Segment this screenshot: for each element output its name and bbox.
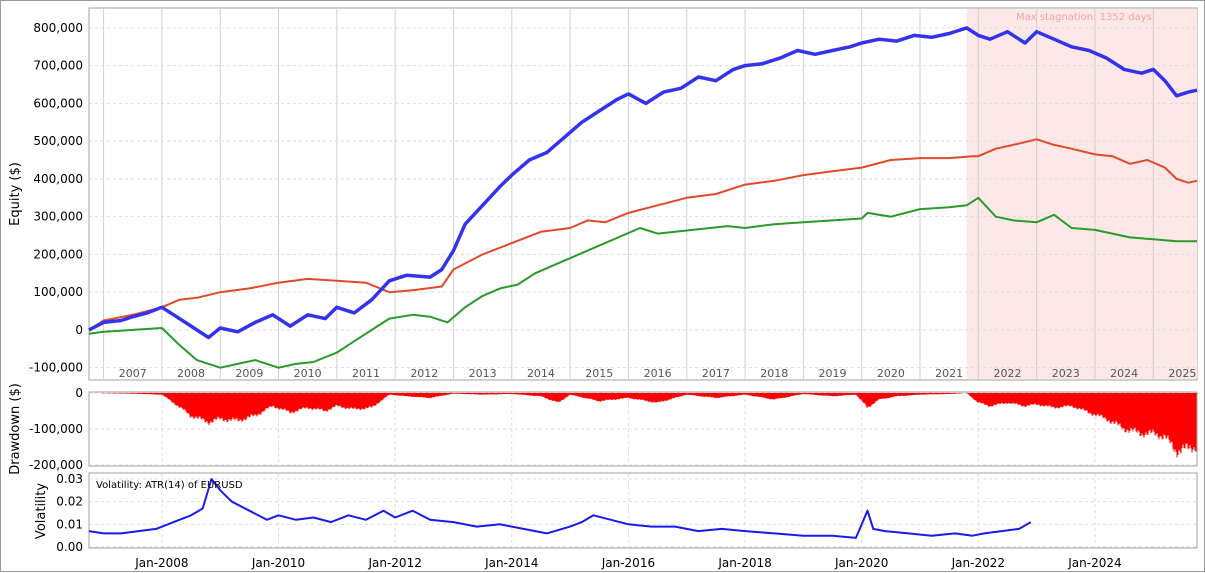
volatility-x-tick-label: Jan-2016 xyxy=(601,556,655,570)
equity-y-tick-label: 500,000 xyxy=(33,134,83,148)
equity-series-line-2 xyxy=(88,138,1198,331)
equity-y-tick-label: 400,000 xyxy=(33,172,83,186)
equity-series-line-3 xyxy=(88,196,1197,369)
equity-y-tick-label: 300,000 xyxy=(33,210,83,224)
volatility-x-tick-label: Jan-2014 xyxy=(484,556,538,570)
year-label: 2025 xyxy=(1168,367,1196,380)
year-label: 2011 xyxy=(352,367,380,380)
equity-year-labels: 2007 2008 2009 2010 2011 2012 2013 2014 2015 2016… xyxy=(119,367,1197,380)
volatility-line xyxy=(88,478,1032,539)
equity-y-tick-label: 100,000 xyxy=(33,285,83,299)
volatility-y-tick-label: 0.02 xyxy=(56,495,83,509)
volatility-x-tick-label: Jan-2024 xyxy=(1067,556,1121,570)
volatility-y-tick-label: 0.03 xyxy=(56,472,83,486)
equity-y-tick-label: 0 xyxy=(75,323,83,337)
year-label: 2010 xyxy=(294,367,322,380)
volatility-grid xyxy=(89,474,1197,548)
volatility-x-tick-label: Jan-2008 xyxy=(134,556,188,570)
stagnation-region xyxy=(966,9,1197,379)
equity-y-tick-label: 800,000 xyxy=(33,21,83,35)
equity-y-tick-label: 600,000 xyxy=(33,96,83,110)
volatility-y-tick-label: 0.01 xyxy=(56,517,83,531)
drawdown-y-axis-label: Drawdown ($) xyxy=(8,383,23,475)
volatility-x-tick-label: Jan-2018 xyxy=(717,556,771,570)
drawdown-y-ticks: 0 -100,000 -200,000 xyxy=(29,386,83,472)
year-label: 2012 xyxy=(410,367,438,380)
year-label: 2013 xyxy=(469,367,497,380)
equity-y-tick-label: 200,000 xyxy=(33,247,83,261)
stagnation-annotation: Max stagnation: 1352 days xyxy=(1016,12,1152,23)
volatility-series xyxy=(88,478,1032,539)
volatility-x-ticks: Jan-2008 Jan-2010 Jan-2012 Jan-2014 Jan-2016… xyxy=(134,556,1121,570)
volatility-x-tick-label: Jan-2020 xyxy=(834,556,888,570)
equity-y-tick-label: -100,000 xyxy=(29,361,83,375)
volatility-x-tick-label: Jan-2010 xyxy=(251,556,305,570)
volatility-y-ticks: 0.03 0.02 0.01 0.00 xyxy=(56,472,83,554)
drawdown-y-tick-label: -200,000 xyxy=(29,458,83,472)
year-label: 2022 xyxy=(993,367,1021,380)
year-label: 2020 xyxy=(877,367,905,380)
year-label: 2009 xyxy=(235,367,263,380)
drawdown-bars xyxy=(101,393,1197,458)
equity-series-line-1 xyxy=(88,26,1198,340)
year-label: 2023 xyxy=(1052,367,1080,380)
year-label: 2024 xyxy=(1110,367,1138,380)
volatility-x-tick-label: Jan-2022 xyxy=(951,556,1005,570)
equity-y-ticks: 800,000 700,000 600,000 500,000 400,000 300,0… xyxy=(29,21,83,375)
volatility-title: Volatility: ATR(14) of EURUSD xyxy=(96,480,243,491)
year-label: 2016 xyxy=(644,367,672,380)
volatility-panel xyxy=(88,472,1198,549)
equity-y-axis-label: Equity ($) xyxy=(8,162,23,226)
volatility-y-tick-label: 0.00 xyxy=(56,540,83,554)
volatility-x-tick-label: Jan-2012 xyxy=(367,556,421,570)
equity-y-tick-label: 700,000 xyxy=(33,59,83,73)
year-label: 2015 xyxy=(585,367,613,380)
drawdown-y-tick-label: 0 xyxy=(75,386,83,400)
year-label: 2017 xyxy=(702,367,730,380)
year-label: 2021 xyxy=(935,367,963,380)
year-label: 2007 xyxy=(119,367,147,380)
year-label: 2008 xyxy=(177,367,205,380)
volatility-y-axis-label: Volatility xyxy=(34,483,49,539)
year-label: 2014 xyxy=(527,367,555,380)
equity-series xyxy=(88,26,1198,369)
drawdown-y-tick-label: -100,000 xyxy=(29,422,83,436)
year-label: 2019 xyxy=(819,367,847,380)
year-label: 2018 xyxy=(760,367,788,380)
